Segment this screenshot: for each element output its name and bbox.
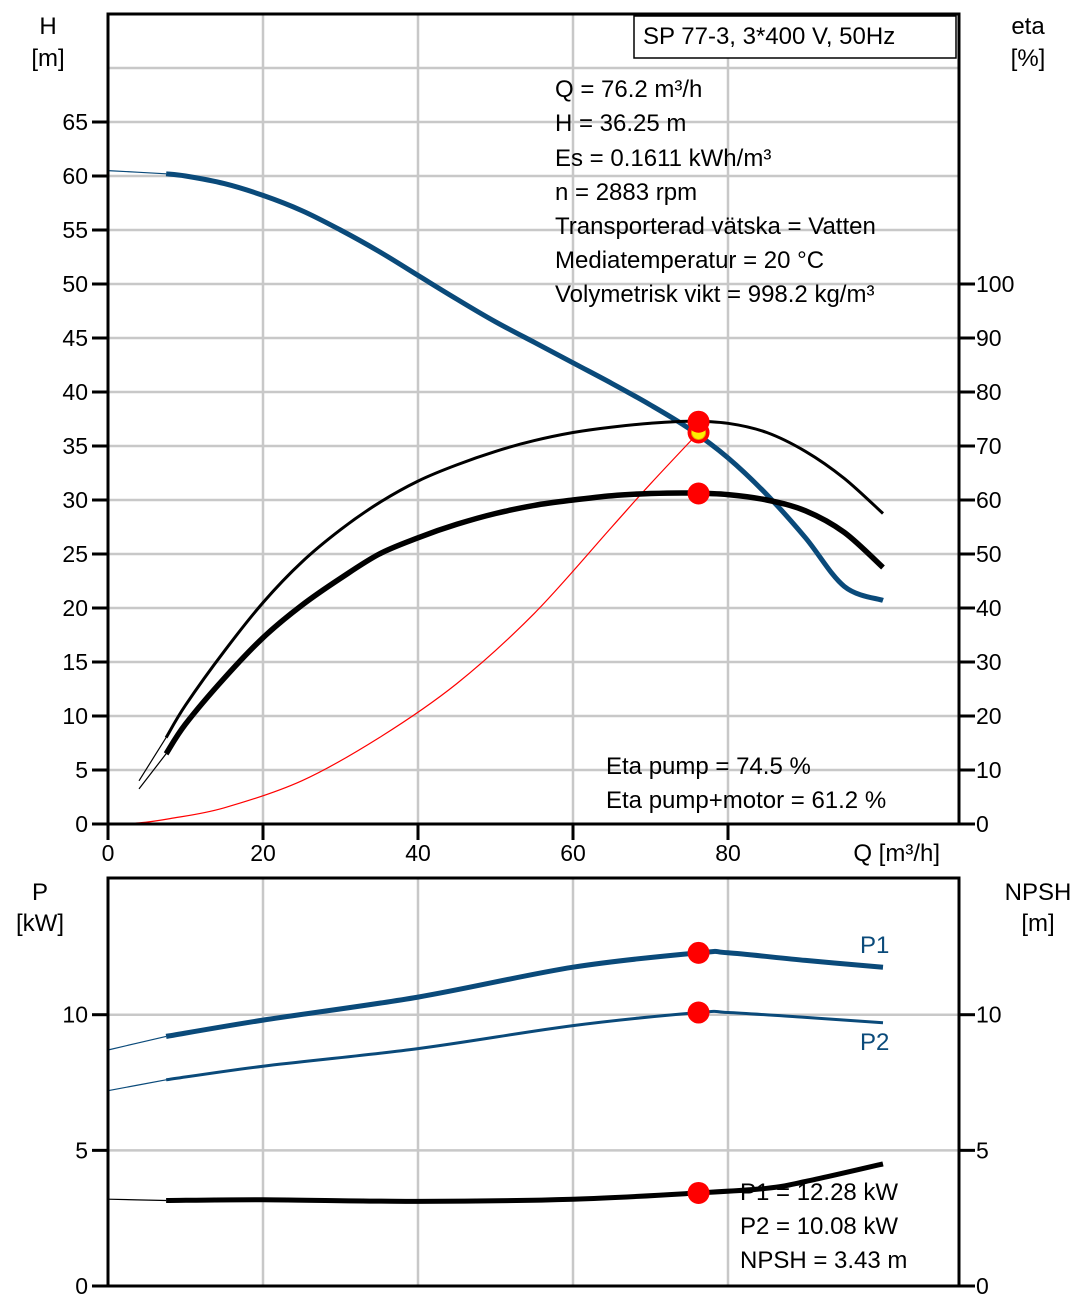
info-line: Q = 76.2 m³/h <box>555 76 702 103</box>
left-axis-unit-h: [m] <box>31 45 64 72</box>
right-axis-title-eta: eta <box>1011 13 1045 40</box>
operating-point-marker <box>687 410 710 433</box>
tick-label: 80 <box>715 840 741 866</box>
eta-line: Eta pump = 74.5 % <box>606 753 811 780</box>
tick-label: 5 <box>75 757 88 783</box>
tick-label: 40 <box>62 379 88 405</box>
info-line: Volymetrisk vikt = 998.2 kg/m³ <box>555 281 874 308</box>
tick-label: 60 <box>976 487 1002 513</box>
operating-point-marker <box>687 941 710 964</box>
tick-label: 0 <box>976 811 989 837</box>
info-line: Es = 0.1611 kWh/m³ <box>555 145 771 172</box>
eta-line: Eta pump+motor = 61.2 % <box>606 787 886 814</box>
npsh-curve-extrapolated <box>107 1198 167 1202</box>
tick-label: 50 <box>62 271 88 297</box>
top-plot-grid <box>108 14 959 824</box>
operating-point-marker <box>687 482 710 505</box>
tick-label: 80 <box>976 379 1002 405</box>
info-line: H = 36.25 m <box>555 110 686 137</box>
p1-curve-extrapolated <box>107 1035 167 1051</box>
right-axis-title-npsh: NPSH <box>1005 879 1072 906</box>
tick-label: 30 <box>62 487 88 513</box>
top-plot-series <box>107 170 885 825</box>
tick-label: 10 <box>62 703 88 729</box>
tick-label: 40 <box>976 595 1002 621</box>
model-title-box <box>633 15 957 59</box>
tick-label: 0 <box>75 811 88 837</box>
top-plot-frame <box>106 12 961 826</box>
npsh-curve <box>166 1161 884 1204</box>
tick-label: 55 <box>62 217 88 243</box>
tick-label: 10 <box>976 1002 1002 1028</box>
tick-label: 65 <box>62 109 88 135</box>
efficiency-info: Eta pump = 74.5 % Eta pump+motor = 61.2 … <box>606 753 886 814</box>
right-axis-unit-eta: [%] <box>1011 45 1046 72</box>
tick-label: 25 <box>62 541 88 567</box>
bottom-plot-series <box>107 948 884 1204</box>
eta-total-curve-extrapolated <box>138 753 167 790</box>
power-line: NPSH = 3.43 m <box>740 1247 907 1274</box>
bottom-plot-ticks: 0 5 10 0 5 10 <box>62 1002 1001 1299</box>
p1-curve <box>165 948 884 1039</box>
series-label-p2: P2 <box>860 1029 889 1056</box>
operating-point-marker <box>687 1001 710 1024</box>
series-label-p1: P1 <box>860 932 889 959</box>
info-line: Mediatemperatur = 20 °C <box>555 247 824 274</box>
tick-label: 100 <box>976 271 1014 297</box>
tick-label: 40 <box>405 840 431 866</box>
p2-curve <box>165 1009 884 1082</box>
eta-pump-curve <box>164 419 885 739</box>
tick-label: 70 <box>976 433 1002 459</box>
power-line: P1 = 12.28 kW <box>740 1179 898 1206</box>
tick-label: 60 <box>62 163 88 189</box>
bottom-plot-grid <box>108 878 959 1286</box>
tick-label: 50 <box>976 541 1002 567</box>
power-line: P2 = 10.08 kW <box>740 1213 898 1240</box>
right-axis-unit-npsh: [m] <box>1021 910 1054 937</box>
left-axis-title-p: P <box>32 879 48 906</box>
tick-label: 0 <box>976 1273 989 1299</box>
tick-label: 20 <box>62 595 88 621</box>
top-plot-ticks: 0 5 10 15 20 25 30 35 40 45 50 55 60 65 0 10 20 30 40 50 60 7… <box>62 109 1014 866</box>
tick-label: 20 <box>976 703 1002 729</box>
info-line: Transporterad vätska = Vatten <box>555 213 876 240</box>
tick-label: 0 <box>102 840 115 866</box>
tick-label: 5 <box>976 1137 989 1163</box>
x-axis-title: Q [m³/h] <box>853 840 940 867</box>
eta-total-curve <box>163 490 885 756</box>
model-title: SP 77-3, 3*400 V, 50Hz <box>643 23 895 50</box>
operating-point-info: Q = 76.2 m³/h H = 36.25 m Es = 0.1611 kW… <box>555 76 876 308</box>
operating-point-markers <box>687 410 710 1204</box>
tick-label: 45 <box>62 325 88 351</box>
tick-label: 35 <box>62 433 88 459</box>
head-curve-extrapolated <box>107 170 167 175</box>
tick-label: 0 <box>75 1273 88 1299</box>
tick-label: 5 <box>75 1137 88 1163</box>
tick-label: 15 <box>62 649 88 675</box>
operating-point-marker <box>687 1181 710 1204</box>
left-axis-unit-p: [kW] <box>16 910 64 937</box>
tick-label: 20 <box>250 840 276 866</box>
p2-curve-extrapolated <box>107 1079 167 1092</box>
tick-label: 90 <box>976 325 1002 351</box>
left-axis-title-h: H <box>39 13 56 40</box>
tick-label: 10 <box>62 1002 88 1028</box>
tick-label: 10 <box>976 757 1002 783</box>
bottom-plot-frame <box>106 876 961 1288</box>
info-line: n = 2883 rpm <box>555 179 697 206</box>
eta-pump-curve-extrapolated <box>138 737 167 782</box>
tick-label: 30 <box>976 649 1002 675</box>
system-curve <box>107 432 700 825</box>
head-curve <box>165 171 884 603</box>
power-info: P1 = 12.28 kW P2 = 10.08 kW NPSH = 3.43 … <box>740 1179 907 1274</box>
tick-label: 60 <box>560 840 586 866</box>
